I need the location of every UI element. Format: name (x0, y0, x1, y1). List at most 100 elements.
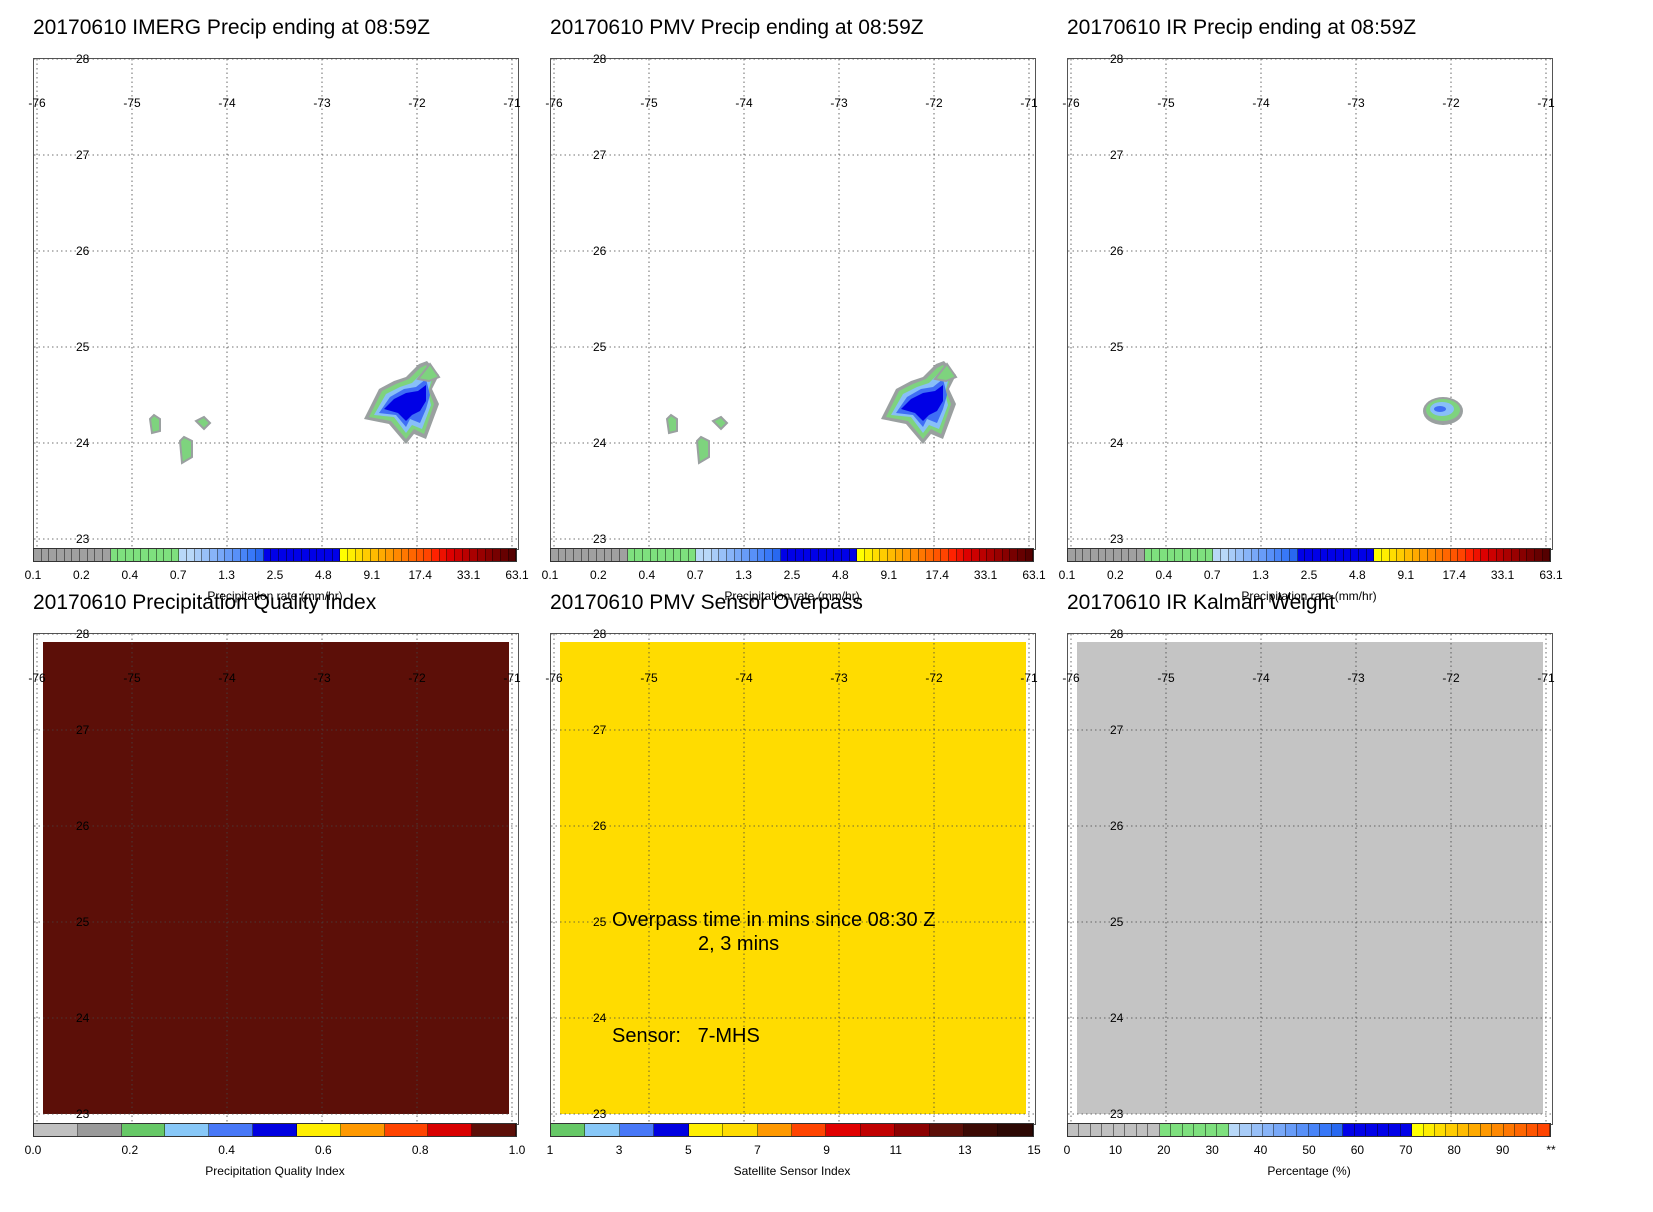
colorbar-segment (964, 549, 973, 561)
colorbar-segment (209, 1124, 254, 1136)
colorbar-segment (294, 549, 302, 561)
colorbar-segment (1285, 1124, 1298, 1136)
colorbar-segment (393, 549, 402, 561)
colorbar-segment (424, 549, 433, 561)
colorbar-segment (1374, 549, 1382, 561)
lat-tick-label: 27 (593, 148, 607, 162)
colorbar-segment (585, 1124, 620, 1136)
colorbar-segment (370, 549, 379, 561)
colorbar-segment (1167, 549, 1176, 561)
colorbar-segment (1098, 549, 1107, 561)
colorbar-segment (723, 1124, 758, 1136)
colorbar-segment (472, 1124, 516, 1136)
colorbar-segment (1025, 549, 1034, 561)
lon-tick-label: -72 (408, 671, 426, 685)
colorbar-segment (1240, 1124, 1252, 1136)
colorbar-title: Satellite Sensor Index (733, 1164, 851, 1178)
colorbar-segment (1458, 549, 1467, 561)
colorbar-segment (133, 549, 142, 561)
lat-tick-label: 26 (76, 244, 90, 258)
colorbar-segment (1113, 1124, 1126, 1136)
colorbar-segment (581, 549, 590, 561)
colorbar-segment (1274, 1124, 1286, 1136)
colorbar-segment (551, 549, 559, 561)
colorbar-segment (734, 549, 743, 561)
colorbar-segment (1400, 1124, 1413, 1136)
precip-cells (1423, 397, 1463, 425)
map-panel-kalman: 20170610 IR Kalman Weight -76 -75 -74 -73 -72… (1062, 591, 1587, 1191)
colorbar-segment (455, 549, 463, 561)
colorbar-segment (1102, 1124, 1114, 1136)
colorbar-segment (1228, 549, 1237, 561)
colorbar-tick-label: 17.4 (925, 568, 949, 582)
colorbar (550, 1123, 1034, 1137)
colorbar-segment (72, 549, 80, 561)
colorbar-tick-label: 63.1 (505, 568, 529, 582)
colorbar-segment (773, 549, 781, 561)
colorbar-segment (332, 549, 341, 561)
colorbar-segment (1136, 1124, 1149, 1136)
colorbar-segment (501, 549, 509, 561)
colorbar-segment (665, 549, 674, 561)
colorbar-title: Precipitation rate (mm/hr) (724, 589, 860, 603)
lat-tick-label: 28 (1110, 627, 1124, 641)
colorbar-segment (811, 549, 819, 561)
colorbar-segment (688, 549, 697, 561)
colorbar-segment (340, 1124, 385, 1136)
colorbar-tick-label: 4.8 (832, 568, 849, 582)
colorbar-segment (141, 549, 149, 561)
colorbar-segment (688, 1124, 724, 1136)
colorbar-segment (1481, 549, 1490, 561)
lat-tick-label: 24 (76, 1011, 90, 1025)
colorbar-segment (596, 549, 605, 561)
lat-tick-label: 28 (76, 52, 90, 66)
colorbar-segment (462, 549, 471, 561)
colorbar-segment (1313, 549, 1321, 561)
colorbar-segment (1519, 549, 1528, 561)
colorbar-segment (49, 549, 57, 561)
lat-tick-label: 27 (1110, 148, 1124, 162)
colorbar-segment (286, 549, 295, 561)
lon-tick-label: -76 (28, 96, 46, 110)
colorbar-tick-label: 3 (615, 1143, 623, 1157)
colorbar-segment (1457, 1124, 1470, 1136)
lat-tick-label: 28 (593, 627, 607, 641)
colorbar-tick-label: 0.2 (121, 1143, 139, 1157)
colorbar-segment (1182, 1124, 1195, 1136)
colorbar-segment (148, 549, 157, 561)
colorbar-segment (1236, 549, 1245, 561)
colorbar-segment (826, 549, 835, 561)
graticule (34, 633, 518, 1124)
colorbar-tick-label: 11 (889, 1143, 902, 1157)
lon-tick-label: -71 (503, 96, 521, 110)
precip-cell-small-b (695, 435, 710, 465)
lat-tick-label: 26 (593, 819, 607, 833)
lat-tick-label: 24 (76, 436, 90, 450)
colorbar-segment (979, 549, 988, 561)
colorbar-tick-label: 0.1 (24, 568, 42, 582)
colorbar-ticks: 1 3 5 7 9 11 13 15 (547, 1143, 1041, 1159)
colorbar-segment (1018, 549, 1026, 561)
colorbar-segment (1152, 549, 1160, 561)
colorbar-segment (834, 549, 842, 561)
colorbar-segment (1366, 549, 1375, 561)
colorbar-segment (788, 549, 796, 561)
lon-tick-label: -76 (1062, 96, 1080, 110)
colorbar-segment (1010, 549, 1019, 561)
colorbar-segment (248, 549, 257, 561)
colorbar-segment (1335, 549, 1344, 561)
field-fill (560, 642, 1026, 1114)
colorbar-segment (125, 549, 134, 561)
colorbar-segment (301, 549, 310, 561)
colorbar-tick-label: 5 (684, 1143, 692, 1157)
colorbar-segment (1435, 549, 1444, 561)
lat-tick-label: 23 (593, 1107, 607, 1121)
lat-tick-label: 23 (1110, 1107, 1124, 1121)
lat-tick-label: 24 (1110, 1011, 1124, 1025)
colorbar-ticks: 0.1 0.2 0.4 0.7 1.3 2.5 4.8 9.1 17.4 33.1 63.1 (1059, 568, 1563, 584)
lat-tick-label: 27 (1110, 723, 1124, 737)
colorbar-segment (1404, 549, 1413, 561)
colorbar-segment (1527, 549, 1536, 561)
colorbar-segment (1420, 549, 1428, 561)
colorbar-segment (118, 549, 126, 561)
